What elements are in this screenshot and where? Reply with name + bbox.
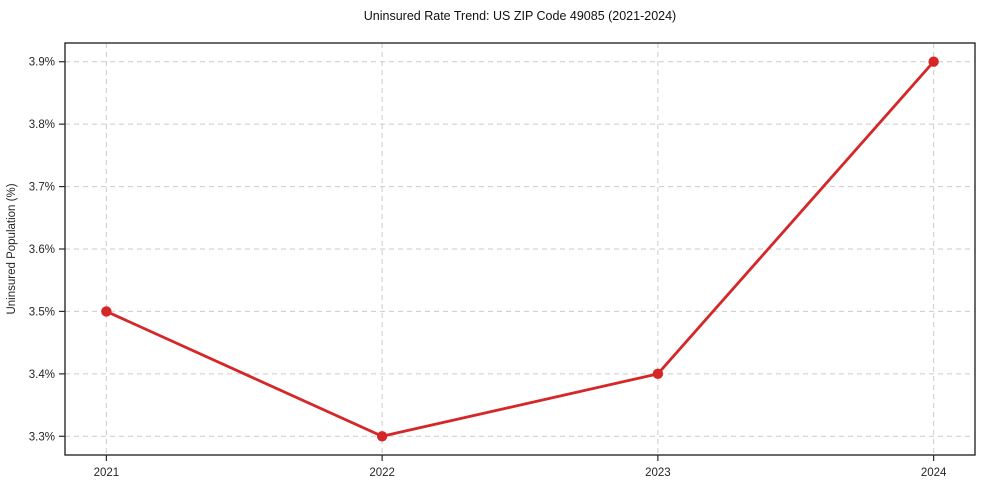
trend-line (104, 60, 936, 438)
y-tick-label: 3.8% (29, 119, 55, 131)
y-axis-label: Uninsured Population (%) (6, 183, 18, 314)
data-point-marker (652, 368, 664, 380)
y-tick-label: 3.3% (29, 431, 55, 443)
y-tick-label: 3.9% (29, 57, 55, 69)
y-tick-label: 3.5% (29, 306, 55, 318)
y-tick-label: 3.7% (29, 182, 55, 194)
x-tick-label: 2021 (94, 467, 120, 479)
x-tick-label: 2023 (645, 467, 671, 479)
x-tick-label: 2024 (921, 467, 947, 479)
data-point-marker (928, 56, 939, 67)
y-tick-label: 3.6% (29, 244, 55, 256)
y-tick-label: 3.4% (29, 369, 55, 381)
chart-title: Uninsured Rate Trend: US ZIP Code 49085 … (364, 9, 676, 23)
x-tick-label: 2022 (369, 467, 395, 479)
data-point-marker (376, 431, 388, 442)
data-point-marker (101, 306, 112, 317)
